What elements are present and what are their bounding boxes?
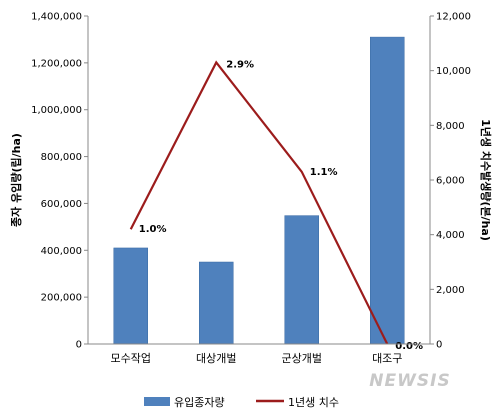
legend-line-label: 1년생 치수 (288, 396, 339, 409)
bar (199, 261, 234, 345)
y-tick-label: 600,000 (41, 199, 82, 210)
x-tick-label: 군상개벌 (282, 352, 322, 365)
x-tick-label: 대상개벌 (196, 352, 236, 365)
bar (284, 215, 319, 345)
y-tick-label: 200,000 (41, 293, 82, 304)
line-data-label: 0.0% (395, 341, 423, 352)
category-labels: 모수작업 대상개벌 군상개벌 대조구 (111, 352, 403, 365)
bar (370, 36, 405, 345)
x-tick-label: 모수작업 (111, 352, 151, 365)
y-tick-label: 400,000 (41, 246, 82, 257)
left-axis-ticks: 0 200,000 400,000 600,000 800,000 1,000,000 1,… (31, 12, 88, 351)
legend: 유입종자량 1년생 치수 (144, 396, 339, 409)
legend-bar-label: 유입종자량 (174, 396, 225, 409)
y-tick-label: 0 (76, 340, 82, 351)
line-data-label: 2.9% (226, 59, 254, 70)
line-data-label: 1.1% (310, 167, 338, 178)
y2-tick-label: 12,000 (436, 12, 471, 23)
y2-tick-label: 8,000 (436, 121, 465, 132)
y2-tick-label: 10,000 (436, 66, 471, 77)
y-tick-label: 1,200,000 (31, 58, 82, 69)
y-tick-label: 800,000 (41, 152, 82, 163)
y2-tick-label: 4,000 (436, 230, 465, 241)
y2-axis-title: 1년생 치수발생량(본/ha) (479, 119, 493, 241)
watermark-text: NEWSIS (369, 371, 450, 391)
line-series: 1.0% 2.9% 1.1% 0.0% (129, 59, 423, 352)
bar (113, 247, 148, 345)
y2-tick-label: 0 (436, 340, 442, 351)
y-axis-title: 종자 유입량(립/ha) (9, 133, 23, 227)
line-data-label: 1.0% (139, 224, 167, 235)
y-tick-label: 1,400,000 (31, 12, 82, 23)
y-tick-label: 1,000,000 (31, 105, 82, 116)
bar-series (113, 36, 405, 345)
y2-tick-label: 6,000 (436, 176, 465, 187)
right-axis-ticks: 0 2,000 4,000 6,000 8,000 10,000 12,000 (430, 12, 471, 351)
line-path (129, 60, 389, 345)
legend-bar-swatch (144, 397, 170, 406)
x-tick-label: 대조구 (372, 352, 402, 365)
y2-tick-label: 2,000 (436, 285, 465, 296)
